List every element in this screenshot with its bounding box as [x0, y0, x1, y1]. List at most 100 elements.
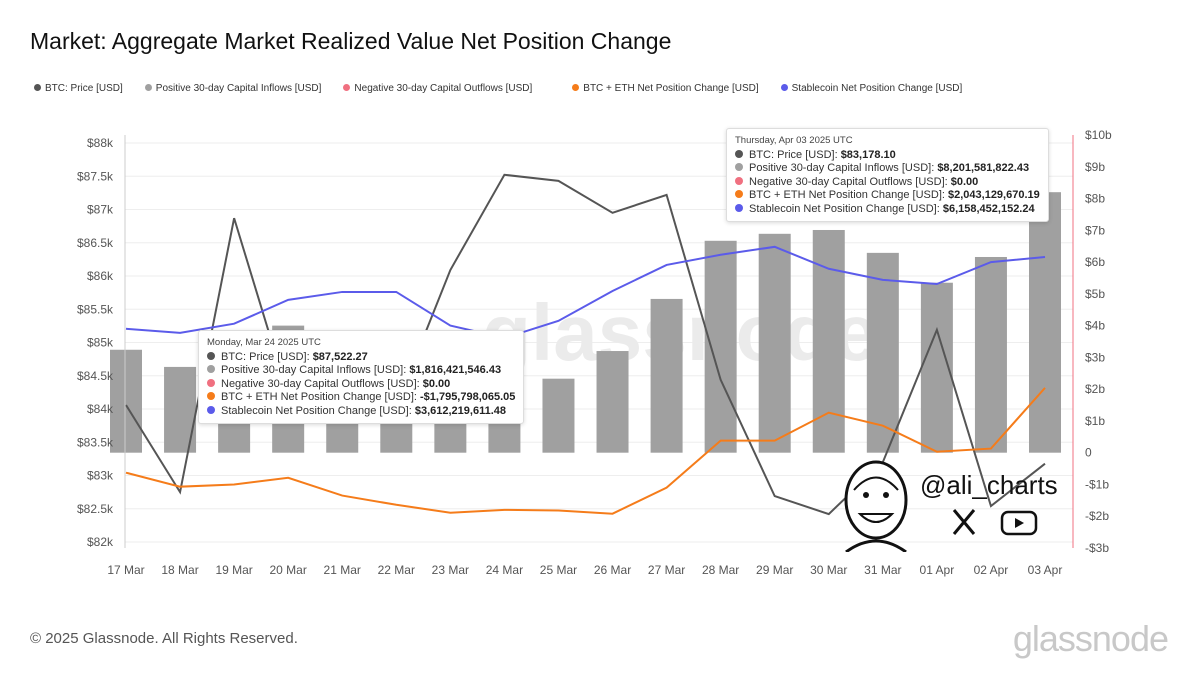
x-axis-tick-label: 18 Mar — [161, 563, 198, 577]
x-axis-tick-label: 25 Mar — [540, 563, 577, 577]
tooltip-value: $8,201,581,822.43 — [937, 162, 1030, 174]
series-dot-icon — [207, 365, 215, 373]
tooltip-label: Negative 30-day Capital Outflows [USD]: — [221, 377, 420, 390]
tooltip-label: Stablecoin Net Position Change [USD]: — [749, 202, 940, 215]
left-axis-tick-label: $87.5k — [77, 169, 114, 183]
right-axis-tick-label: $3b — [1085, 350, 1105, 364]
right-axis-tick-label: -$2b — [1085, 509, 1109, 523]
series-dot-icon — [207, 405, 215, 414]
right-axis-tick-label: $5b — [1085, 287, 1105, 301]
inflow-bar — [650, 298, 683, 453]
tooltip-value: $83,178.10 — [840, 148, 896, 161]
x-axis-tick-label: 19 Mar — [215, 563, 252, 577]
legend: BTC: Price [USD] Positive 30-day Capital… — [34, 83, 962, 94]
tooltip-row: Positive 30-day Capital Inflows [USD]: $… — [207, 364, 515, 378]
x-axis-tick-label: 21 Mar — [324, 563, 361, 577]
left-axis-tick-label: $87k — [87, 203, 114, 217]
series-dot-icon — [735, 176, 743, 185]
legend-item[interactable]: Negative 30-day Capital Outflows [USD] — [343, 83, 532, 94]
tooltip-value: $1,816,421,546.43 — [409, 364, 502, 376]
tooltip-value: -$1,795,798,065.05 — [420, 391, 516, 403]
tooltip-value: $0.00 — [422, 377, 451, 390]
tooltip-row: Positive 30-day Capital Inflows [USD]: $… — [735, 162, 1040, 176]
right-axis-tick-label: $10b — [1085, 128, 1112, 142]
x-axis-tick-label: 29 Mar — [756, 563, 793, 577]
tooltip-row: Negative 30-day Capital Outflows [USD]: … — [735, 176, 1040, 190]
series-dot-icon — [207, 378, 215, 387]
inflow-bar — [110, 349, 142, 453]
legend-label: Positive 30-day Capital Inflows [USD] — [155, 83, 322, 94]
legend-item[interactable]: Stablecoin Net Position Change [USD] — [780, 83, 963, 94]
right-axis-tick-label: $8b — [1085, 192, 1105, 206]
avatar-cartoon-icon — [844, 460, 908, 552]
left-axis-tick-label: $85k — [87, 336, 114, 350]
tooltip-row: BTC: Price [USD]: $83,178.10 — [735, 149, 1040, 163]
right-axis-tick-label: -$3b — [1085, 541, 1109, 555]
legend-dot-icon — [343, 84, 351, 91]
x-axis-tick-label: 24 Mar — [486, 563, 523, 577]
tooltip-row: Stablecoin Net Position Change [USD]: $6… — [735, 203, 1040, 217]
tooltip-row: Stablecoin Net Position Change [USD]: $3… — [207, 405, 515, 419]
x-axis-tick-label: 17 Mar — [107, 563, 144, 577]
glassnode-logo: glassnode — [1012, 618, 1169, 659]
right-axis-tick-label: $7b — [1085, 223, 1105, 237]
tooltip-row: Negative 30-day Capital Outflows [USD]: … — [207, 378, 515, 392]
legend-dot-icon — [572, 84, 580, 91]
tooltip-row: BTC + ETH Net Position Change [USD]: -$1… — [207, 391, 515, 405]
left-axis-tick-label: $82.5k — [77, 502, 114, 516]
series-dot-icon — [735, 190, 743, 198]
copyright: © 2025 Glassnode. All Rights Reserved. — [30, 630, 298, 647]
left-axis-tick-label: $86k — [87, 269, 114, 283]
x-axis-tick-label: 01 Apr — [920, 563, 955, 577]
tooltip-label: BTC + ETH Net Position Change [USD]: — [749, 189, 945, 201]
legend-item[interactable]: BTC + ETH Net Position Change [USD] — [572, 83, 759, 94]
left-axis-tick-label: $88k — [87, 136, 114, 150]
series-dot-icon — [735, 163, 743, 171]
tooltip-value: $3,612,219,611.48 — [414, 404, 506, 417]
left-axis-tick-label: $86.5k — [77, 236, 114, 250]
inflow-bar — [974, 256, 1007, 453]
legend-item[interactable]: BTC: Price [USD] — [34, 83, 123, 94]
legend-label: BTC: Price [USD] — [45, 83, 123, 94]
inflow-bar — [704, 240, 737, 453]
x-axis-tick-label: 22 Mar — [378, 563, 415, 577]
right-axis-tick-label: $4b — [1085, 319, 1105, 333]
series-dot-icon — [735, 203, 743, 212]
right-axis-tick-label: $2b — [1085, 382, 1105, 396]
x-axis-tick-label: 31 Mar — [864, 563, 901, 577]
tooltip-apr-03: Thursday, Apr 03 2025 UTC BTC: Price [US… — [726, 128, 1049, 222]
x-axis-tick-label: 20 Mar — [269, 563, 306, 577]
legend-label: Stablecoin Net Position Change [USD] — [791, 83, 963, 94]
x-axis-tick-label: 30 Mar — [810, 563, 847, 577]
tooltip-date: Monday, Mar 24 2025 UTC — [207, 337, 321, 348]
series-line — [125, 245, 1046, 340]
inflow-bar — [542, 378, 575, 453]
x-axis-tick-label: 26 Mar — [594, 563, 631, 577]
x-axis-tick-label: 28 Mar — [702, 563, 739, 577]
tooltip-date: Thursday, Apr 03 2025 UTC — [735, 135, 853, 146]
chart-title: Market: Aggregate Market Realized Value … — [30, 28, 672, 54]
left-axis-tick-label: $84.5k — [77, 369, 114, 383]
tooltip-label: Positive 30-day Capital Inflows [USD]: — [221, 364, 407, 376]
legend-label: Negative 30-day Capital Outflows [USD] — [354, 83, 533, 94]
tooltip-value: $0.00 — [950, 175, 979, 188]
legend-label: BTC + ETH Net Position Change [USD] — [583, 83, 759, 94]
author-handle: @ali_charts — [920, 470, 1058, 500]
tooltip-label: Stablecoin Net Position Change [USD]: — [221, 404, 412, 417]
right-axis-tick-label: -$1b — [1085, 477, 1109, 491]
series-dot-icon — [735, 149, 743, 158]
legend-item[interactable]: Positive 30-day Capital Inflows [USD] — [144, 83, 322, 94]
x-axis-tick-label: 23 Mar — [432, 563, 469, 577]
x-logo-icon[interactable] — [952, 509, 976, 535]
x-axis-tick-label: 27 Mar — [648, 563, 685, 577]
tooltip-value: $6,158,452,152.24 — [942, 202, 1035, 215]
x-axis-tick-label: 03 Apr — [1028, 563, 1063, 577]
tooltip-mar-24: Monday, Mar 24 2025 UTC BTC: Price [USD]… — [198, 330, 525, 424]
inflow-bar — [758, 233, 791, 453]
youtube-icon[interactable] — [1000, 510, 1038, 536]
inflow-bar — [1029, 192, 1061, 453]
left-axis-tick-label: $83k — [87, 469, 114, 483]
left-axis-tick-label: $85.5k — [77, 302, 114, 316]
